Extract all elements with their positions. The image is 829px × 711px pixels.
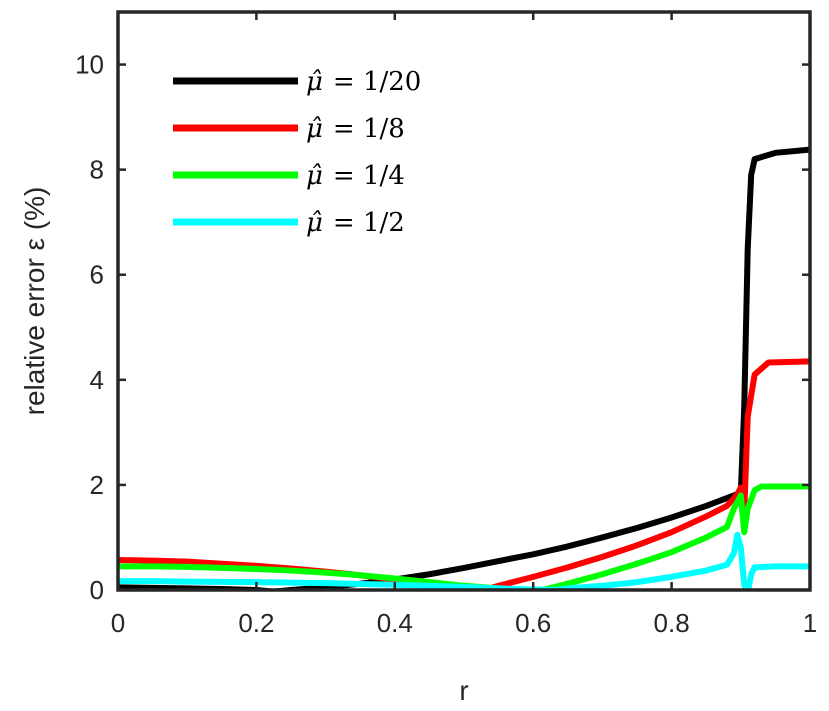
- legend-value: = 1/20: [333, 67, 421, 97]
- y-axis-label: relative error ε (%): [19, 187, 50, 416]
- x-axis-label: r: [459, 675, 468, 706]
- legend-label-3: μ̂ = 1/2: [306, 208, 405, 238]
- series-line-3: [118, 531, 810, 590]
- legend-value: = 1/2: [333, 208, 405, 238]
- axes: [116, 10, 812, 592]
- x-tick-label: 0.4: [377, 608, 413, 638]
- legend-label-2: μ̂ = 1/4: [306, 161, 405, 191]
- legend-label-0: μ̂ = 1/20: [306, 67, 421, 97]
- x-tick-label: 0.8: [654, 608, 690, 638]
- x-tick-label: 0.6: [515, 608, 551, 638]
- x-tick-label: 0.2: [238, 608, 274, 638]
- y-tick-label: 6: [90, 260, 104, 290]
- x-tick-label: 0: [111, 608, 125, 638]
- legend-symbol: μ̂: [306, 67, 323, 97]
- y-tick-label: 8: [90, 155, 104, 185]
- legend-value: = 1/4: [333, 161, 405, 191]
- y-tick-label: 10: [75, 50, 104, 80]
- series-line-0: [118, 146, 810, 590]
- legend-label-1: μ̂ = 1/8: [306, 114, 405, 144]
- legend-value: = 1/8: [333, 114, 405, 144]
- y-tick-label: 0: [90, 575, 104, 605]
- legend: μ̂ = 1/20 μ̂ = 1/8 μ̂ = 1/4 μ̂ = 1/2: [173, 67, 421, 238]
- plot-background: [118, 12, 810, 590]
- y-tick-label: 4: [90, 365, 104, 395]
- legend-symbol: μ̂: [306, 208, 323, 238]
- x-tick-label: 1: [803, 608, 817, 638]
- legend-symbol: μ̂: [306, 161, 323, 191]
- plot-area: [118, 12, 810, 590]
- legend-symbol: μ̂: [306, 114, 323, 144]
- y-tick-label: 2: [90, 470, 104, 500]
- axes-box: [116, 10, 812, 592]
